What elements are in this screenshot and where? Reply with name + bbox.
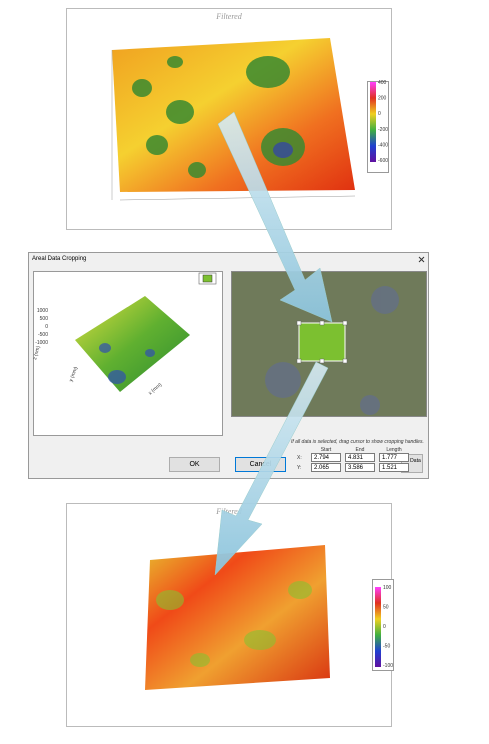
value-field[interactable]: 4.831 bbox=[345, 453, 375, 462]
preview-surface bbox=[75, 296, 190, 392]
crop-region[interactable] bbox=[298, 322, 346, 362]
value-field[interactable]: 2.065 bbox=[311, 463, 341, 472]
colorbar-tick: -400 bbox=[378, 142, 388, 148]
colorbar-tick: -50 bbox=[383, 644, 390, 650]
surface bbox=[145, 545, 330, 690]
hint: If all data is selected, drag cursor to … bbox=[291, 439, 424, 445]
value-field[interactable]: 1.777 bbox=[379, 453, 409, 462]
close-button[interactable] bbox=[418, 256, 425, 263]
z-tick: -500 bbox=[38, 332, 48, 338]
colorbar-tick: 100 bbox=[383, 585, 392, 591]
column-header: End bbox=[355, 447, 365, 453]
row-label: Y: bbox=[297, 465, 302, 471]
z-label: z (nm) bbox=[32, 345, 42, 361]
y-label: y (mm) bbox=[68, 366, 79, 383]
column-header: Length bbox=[386, 447, 402, 453]
colorbar-tick: -100 bbox=[383, 663, 393, 669]
colorbar-tick: -600 bbox=[378, 158, 388, 164]
row-label: X: bbox=[297, 455, 302, 461]
panel-title: Filtered bbox=[216, 12, 242, 21]
ok-label[interactable]: OK bbox=[169, 457, 220, 472]
column-header: Start bbox=[320, 447, 332, 453]
z-tick: 500 bbox=[40, 316, 49, 322]
z-tick: 0 bbox=[45, 324, 48, 330]
colorbar-tick: 0 bbox=[378, 111, 381, 117]
value-field[interactable]: 1.521 bbox=[379, 463, 409, 472]
value-field[interactable]: 2.794 bbox=[311, 453, 341, 462]
ok-button[interactable]: OK bbox=[169, 457, 220, 472]
colorbar-gradient bbox=[375, 587, 381, 667]
colorbar-tick: 200 bbox=[378, 96, 387, 102]
colorbar-tick: 400 bbox=[378, 80, 387, 86]
value-field[interactable]: 3.586 bbox=[345, 463, 375, 472]
colorbar-gradient bbox=[370, 82, 376, 162]
z-tick: 1000 bbox=[37, 308, 48, 314]
arrow bbox=[214, 361, 329, 576]
colorbar-tick: 50 bbox=[383, 605, 389, 611]
z-tick: -1000 bbox=[35, 340, 48, 346]
arrow bbox=[217, 111, 333, 323]
dialog-title: Areal Data Cropping bbox=[32, 256, 87, 262]
colorbar-tick: 0 bbox=[383, 624, 386, 630]
panel-title: Filtered bbox=[216, 507, 242, 516]
colorbar-tick: -200 bbox=[378, 127, 388, 133]
x-label: x (mm) bbox=[147, 382, 163, 397]
